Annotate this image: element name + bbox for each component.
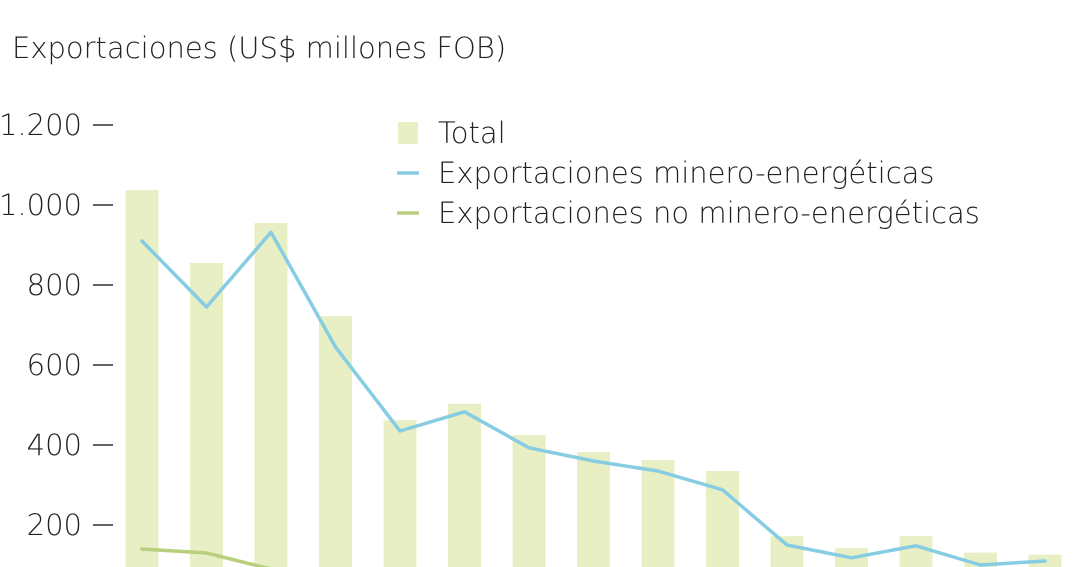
bar-total (319, 316, 352, 567)
legend-swatch-total (398, 122, 418, 144)
line-minero-energeticas (140, 230, 1047, 567)
bar-total (770, 536, 804, 567)
bar-total (254, 223, 288, 567)
bar-total (899, 536, 933, 567)
y-tick-label: 400 (27, 428, 82, 462)
legend-label: Exportaciones no minero-energéticas (438, 196, 980, 230)
y-tick-label: 600 (27, 348, 82, 382)
bar-total (641, 460, 675, 567)
bars-layer (125, 190, 1062, 567)
bar-total (512, 435, 546, 567)
bar-total (190, 263, 223, 567)
y-tick-label: 800 (27, 268, 82, 302)
bar-total (125, 190, 159, 567)
y-tick-label: 1.000 (0, 188, 82, 222)
line-no-minero-energeticas (140, 547, 271, 567)
legend-label: Total (438, 116, 506, 150)
lines-layer (140, 230, 1047, 567)
bar-total (577, 452, 610, 567)
legend-label: Exportaciones minero-energéticas (438, 156, 935, 190)
y-tick-label: 1.200 (0, 108, 82, 142)
bar-total (448, 403, 481, 567)
legend: Total Exportaciones minero-energéticas Exp… (397, 116, 980, 230)
chart-title: Exportaciones (US$ millones FOB) (12, 31, 506, 65)
y-axis: 1.200 1.000 800 600 400 200 (0, 108, 113, 542)
y-tick-label: 200 (27, 508, 82, 542)
bar-total (383, 420, 417, 567)
